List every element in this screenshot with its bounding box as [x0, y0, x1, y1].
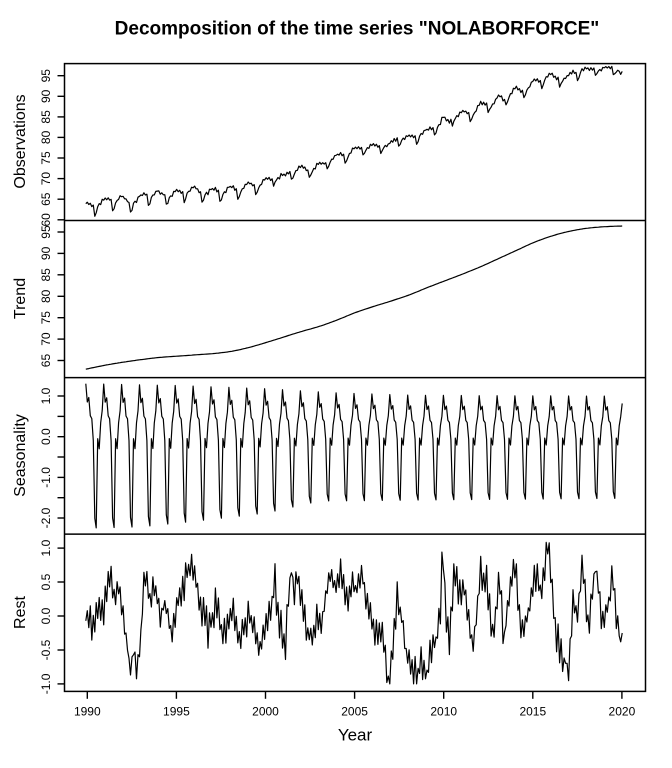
- svg-text:95: 95: [39, 225, 53, 239]
- svg-text:95: 95: [39, 69, 53, 83]
- svg-text:70: 70: [39, 172, 53, 186]
- svg-text:70: 70: [39, 332, 53, 346]
- svg-text:1995: 1995: [163, 705, 190, 719]
- svg-text:0.5: 0.5: [39, 573, 53, 590]
- svg-text:Year: Year: [338, 726, 373, 745]
- svg-text:2020: 2020: [609, 705, 636, 719]
- svg-text:-0.5: -0.5: [39, 639, 53, 660]
- svg-text:Rest: Rest: [12, 596, 29, 629]
- svg-text:90: 90: [39, 89, 53, 103]
- svg-text:65: 65: [39, 354, 53, 368]
- svg-text:2015: 2015: [519, 705, 546, 719]
- svg-text:0.0: 0.0: [39, 607, 53, 624]
- svg-text:85: 85: [39, 268, 53, 282]
- svg-text:2005: 2005: [341, 705, 368, 719]
- svg-text:65: 65: [39, 192, 53, 206]
- svg-text:2000: 2000: [252, 705, 279, 719]
- svg-text:1.0: 1.0: [39, 387, 53, 404]
- svg-text:80: 80: [39, 130, 53, 144]
- svg-text:90: 90: [39, 246, 53, 260]
- svg-text:75: 75: [39, 311, 53, 325]
- svg-text:60: 60: [39, 213, 53, 227]
- svg-text:1990: 1990: [74, 705, 101, 719]
- svg-text:Seasonality: Seasonality: [12, 414, 29, 497]
- svg-text:-1.0: -1.0: [39, 673, 53, 694]
- svg-text:1.0: 1.0: [39, 539, 53, 556]
- svg-text:Observations: Observations: [12, 94, 29, 188]
- svg-text:75: 75: [39, 151, 53, 165]
- svg-text:2010: 2010: [430, 705, 457, 719]
- svg-text:-1.0: -1.0: [39, 467, 53, 488]
- svg-text:80: 80: [39, 289, 53, 303]
- svg-text:Trend: Trend: [12, 278, 29, 319]
- svg-text:Decomposition of the time seri: Decomposition of the time series "NOLABO…: [115, 19, 600, 40]
- svg-text:85: 85: [39, 110, 53, 124]
- svg-text:-2.0: -2.0: [39, 507, 53, 528]
- svg-text:0.0: 0.0: [39, 428, 53, 445]
